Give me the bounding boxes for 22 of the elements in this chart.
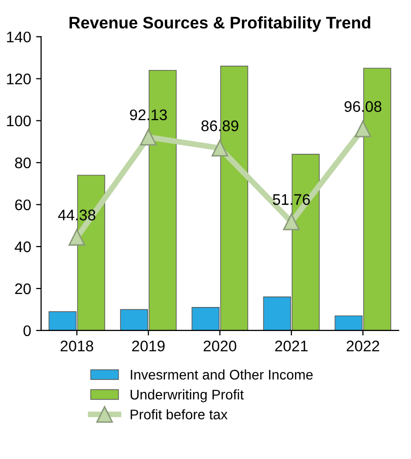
y-tick-label: 120 bbox=[7, 74, 31, 84]
legend-label: Invesrment and Other Income bbox=[130, 369, 313, 380]
point bbox=[140, 128, 157, 146]
point bbox=[283, 214, 300, 230]
legend-label: Profit before tax bbox=[130, 409, 228, 420]
y-tick-label: 80 bbox=[15, 157, 31, 168]
x-tick-label: 2019 bbox=[132, 340, 165, 352]
y-tick-label: 40 bbox=[14, 241, 31, 252]
y-tick-label: 20 bbox=[15, 283, 31, 294]
y-tick-label: 100 bbox=[7, 116, 31, 126]
legend-label: Underwriting Profit bbox=[130, 389, 244, 402]
x-tick-label: 2020 bbox=[204, 340, 236, 352]
point bbox=[354, 120, 372, 138]
chart-title: Revenue Sources & Profitability Trend bbox=[70, 16, 370, 32]
point bbox=[212, 140, 228, 156]
x-tick-label: 2021 bbox=[275, 340, 308, 352]
point bbox=[68, 229, 86, 246]
x-tick-label: 2018 bbox=[60, 340, 94, 352]
y-tick-label: 0 bbox=[23, 325, 31, 336]
y-tick-label: 140 bbox=[7, 32, 31, 42]
y-tick-label: 60 bbox=[15, 199, 31, 210]
x-tick-label: 2022 bbox=[346, 340, 380, 352]
